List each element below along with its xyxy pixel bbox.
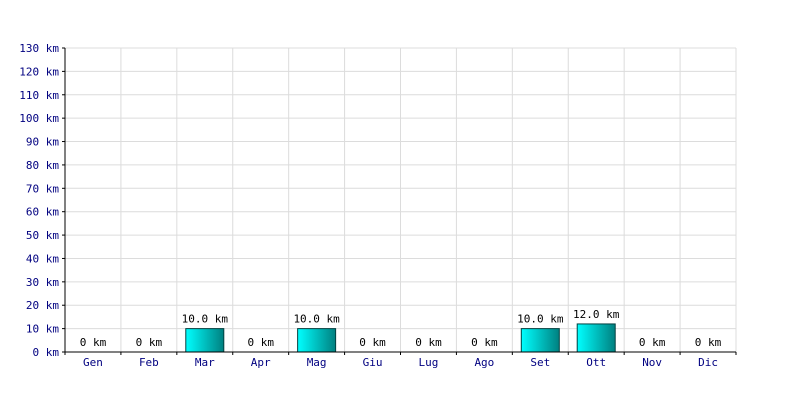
y-tick-label: 20 km [26, 299, 59, 312]
data-label: 0 km [695, 336, 722, 349]
bar [297, 328, 337, 353]
bars [185, 323, 616, 353]
x-tick-label: Mag [307, 356, 327, 369]
y-tick-label: 80 km [26, 159, 59, 172]
data-label: 0 km [247, 336, 274, 349]
data-label: 0 km [639, 336, 666, 349]
bar [576, 323, 616, 353]
bar [520, 328, 560, 353]
y-tick-label: 50 km [26, 229, 59, 242]
y-tick-label: 110 km [19, 89, 59, 102]
data-label: 10.0 km [293, 313, 340, 326]
y-tick-label: 90 km [26, 136, 59, 149]
x-tick-label: Dic [698, 356, 718, 369]
x-axis-tick-labels: Gen Feb Mar Apr Mag Giu Lug Ago Set Ott Nov Dic [83, 356, 718, 369]
x-tick-label: Ott [586, 356, 606, 369]
data-label: 0 km [471, 336, 498, 349]
x-tick-label: Feb [139, 356, 159, 369]
data-label: 12.0 km [573, 308, 620, 321]
x-tick-label: Lug [419, 356, 439, 369]
y-tick-label: 130 km [19, 42, 59, 55]
x-tick-label: Gen [83, 356, 103, 369]
y-tick-label: 60 km [26, 206, 59, 219]
data-labels: 0 km 0 km 10.0 km 0 km 10.0 km 0 km 0 km 0 km 10… [80, 308, 722, 349]
x-tick-label: Apr [251, 356, 271, 369]
grid [64, 47, 737, 353]
x-tick-label: Nov [642, 356, 662, 369]
x-tick-label: Ago [474, 356, 494, 369]
y-tick-label: 100 km [19, 112, 59, 125]
bar [185, 328, 225, 353]
y-axis-tick-labels: 0 km 10 km 20 km 30 km 40 km 50 km 60 km 70 km 8… [19, 42, 59, 359]
y-tick-label: 10 km [26, 323, 59, 336]
y-tick-label: 40 km [26, 252, 59, 265]
y-tick-label: 30 km [26, 276, 59, 289]
y-tick-label: 120 km [19, 65, 59, 78]
data-label: 10.0 km [182, 313, 229, 326]
x-tick-label: Giu [363, 356, 383, 369]
x-tick-label: Set [530, 356, 550, 369]
y-tick-label: 70 km [26, 182, 59, 195]
y-tick-label: 0 km [33, 346, 60, 359]
data-label: 0 km [415, 336, 442, 349]
data-label: 0 km [136, 336, 163, 349]
axes [62, 47, 737, 355]
data-label: 0 km [359, 336, 386, 349]
x-tick-label: Mar [195, 356, 215, 369]
data-label: 0 km [80, 336, 107, 349]
data-label: 10.0 km [517, 313, 564, 326]
